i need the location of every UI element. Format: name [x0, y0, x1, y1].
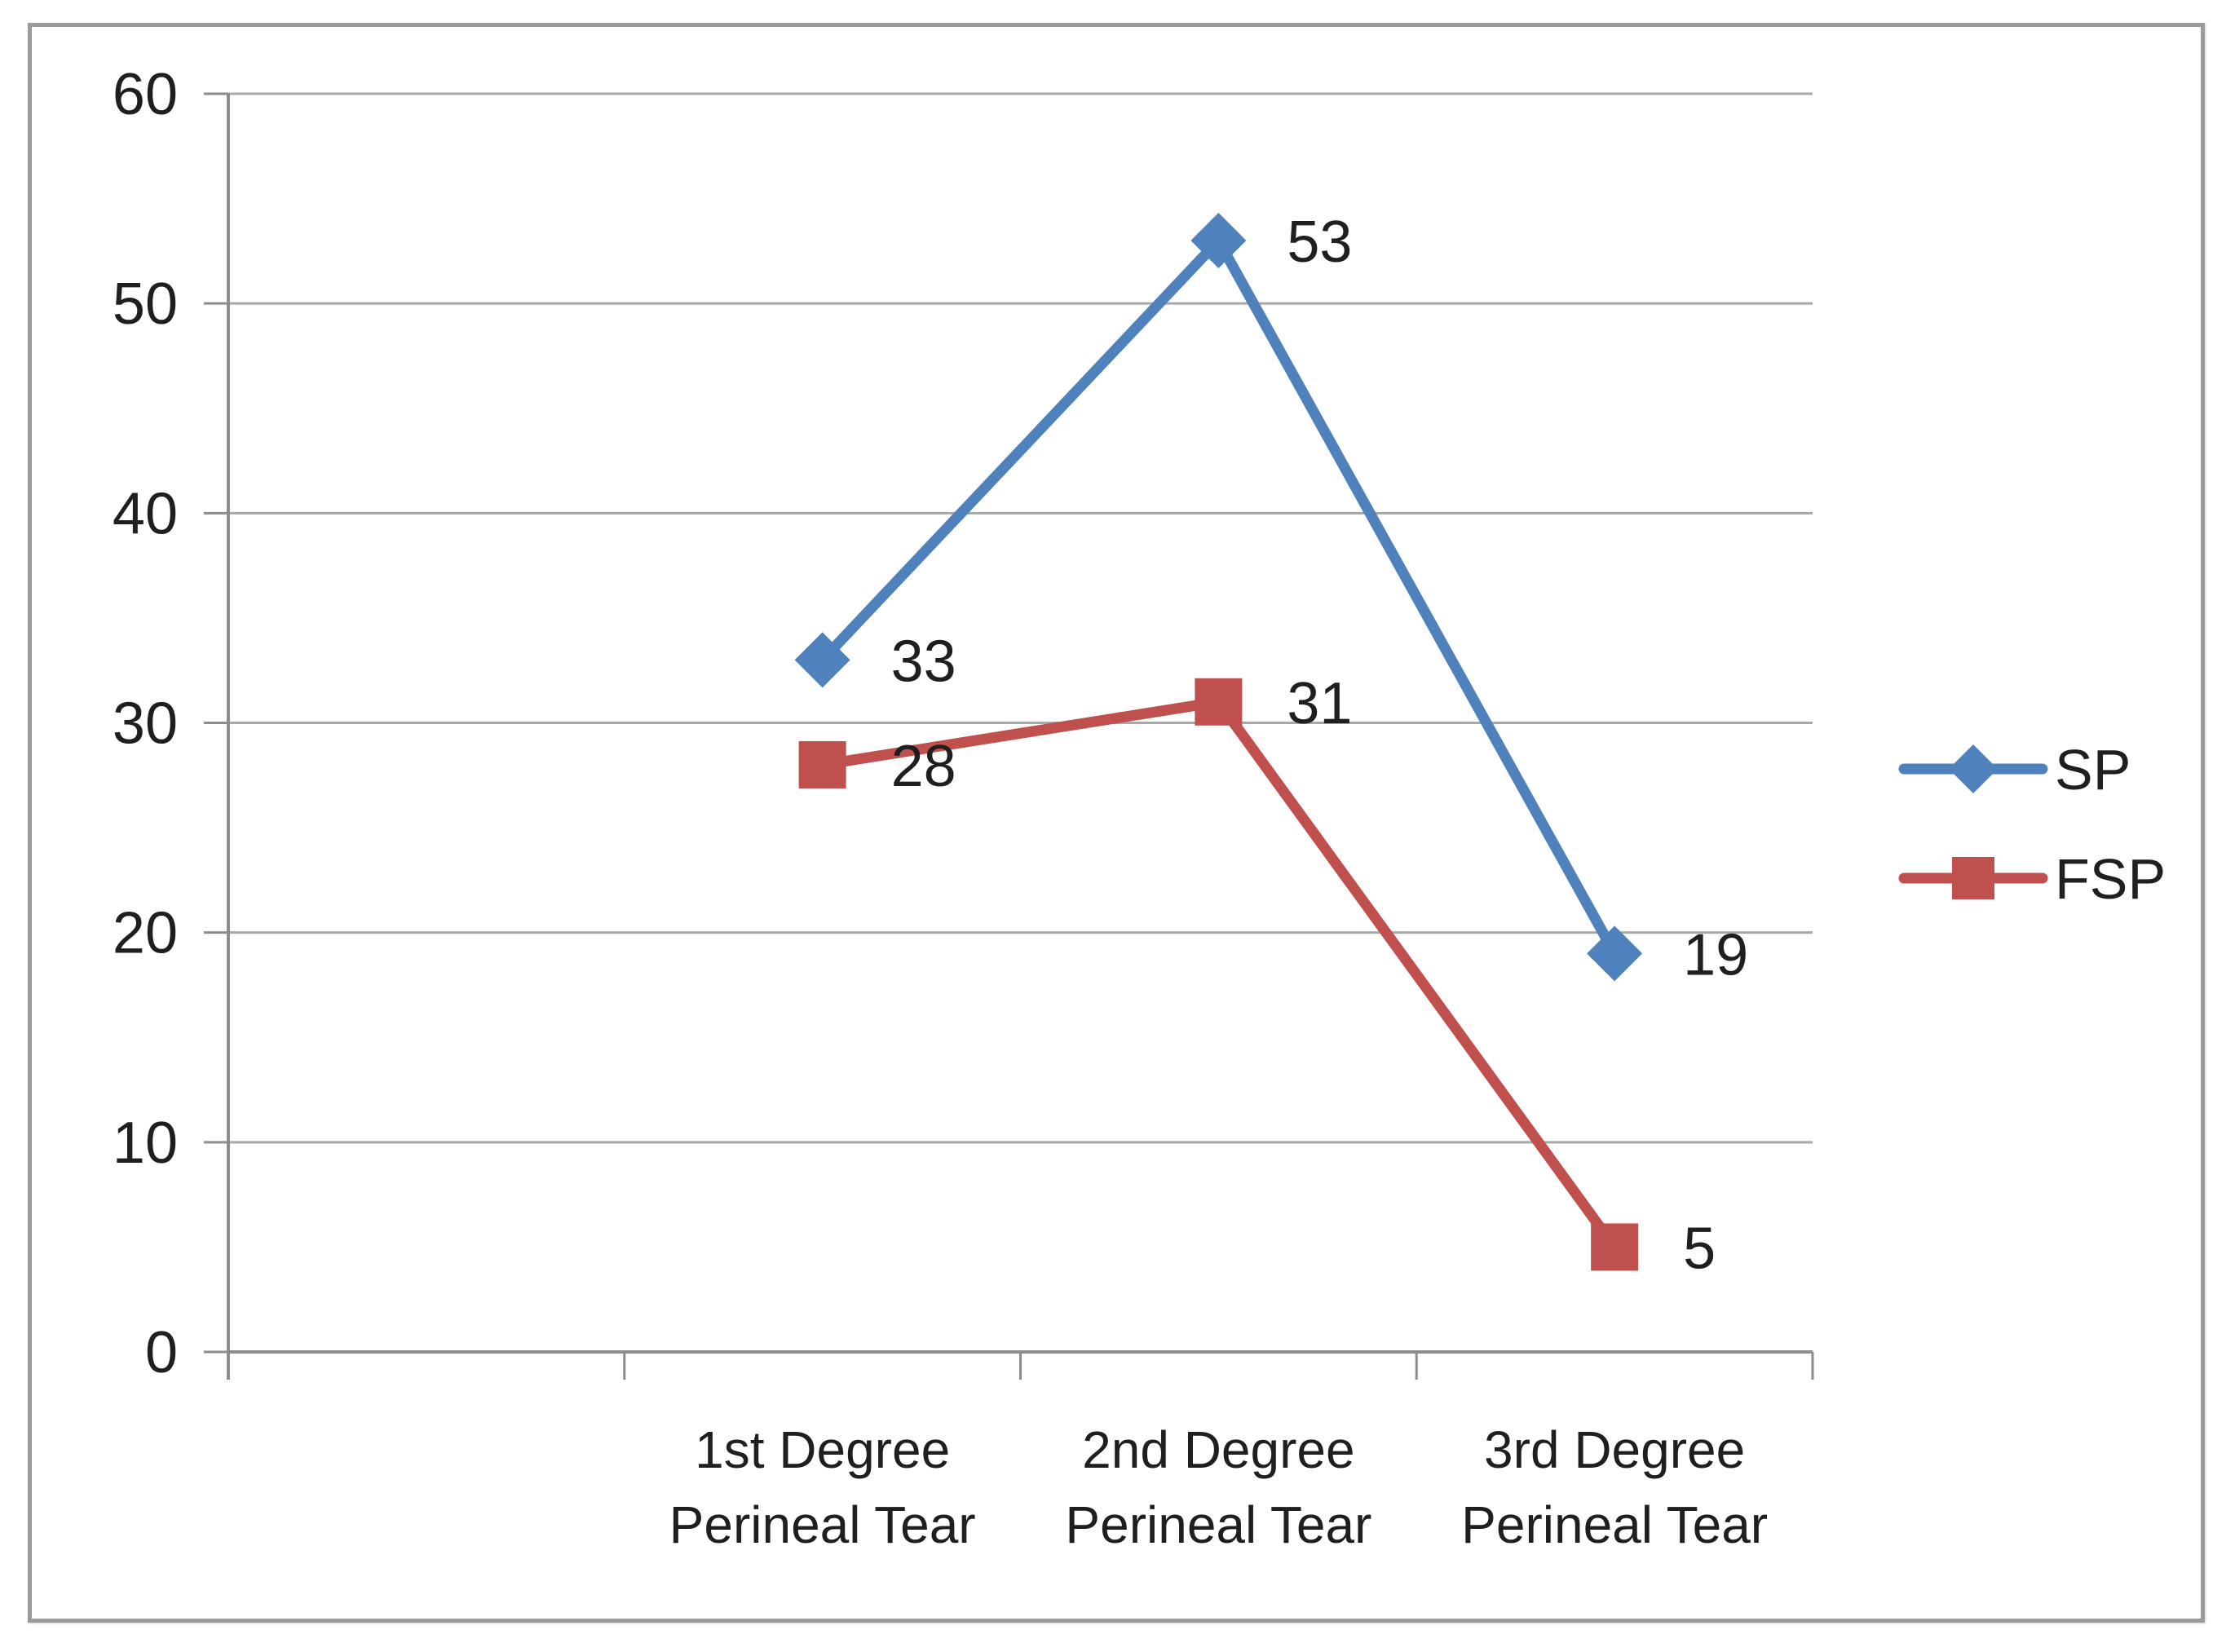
legend-marker-diamond-icon: [1949, 744, 1998, 793]
y-tick-label-40: 40: [113, 481, 178, 546]
category-label-3: 3rd Degree Perineal Tear: [1461, 1420, 1768, 1554]
legend-item-sp: SP: [1898, 738, 2131, 802]
legend-item-fsp: FSP: [1898, 847, 2166, 911]
legend-label-sp: SP: [2055, 738, 2131, 802]
data-label-fsp-3: 5: [1683, 1216, 1716, 1281]
data-label-sp-1: 33: [891, 629, 956, 694]
marker-diamond-sp-2: [1190, 213, 1247, 269]
series-line-sp: [817, 235, 1620, 959]
marker-diamond-sp-1: [794, 632, 850, 688]
y-tick-label-50: 50: [113, 272, 178, 337]
chart-frame: [28, 23, 2205, 1623]
legend-marker-square-icon: [1952, 857, 1994, 899]
y-tick-label-0: 0: [145, 1320, 178, 1385]
category-label-2: 2nd Degree Perineal Tear: [1065, 1420, 1371, 1554]
data-label-sp-3: 19: [1683, 922, 1748, 987]
marker-square-fsp-1: [798, 740, 846, 788]
data-label-fsp-2: 31: [1287, 671, 1352, 736]
marker-square-fsp-3: [1591, 1223, 1639, 1271]
y-tick-label-30: 30: [113, 691, 178, 757]
y-tick-label-10: 10: [113, 1111, 178, 1176]
marker-square-fsp-2: [1195, 678, 1243, 726]
legend: SP FSP: [1898, 738, 2166, 911]
y-tick-label-20: 20: [113, 901, 178, 966]
y-tick-label-60: 60: [113, 62, 178, 127]
marker-diamond-sp-3: [1587, 925, 1643, 982]
data-label-fsp-1: 28: [891, 734, 956, 799]
legend-label-fsp: FSP: [2055, 847, 2166, 911]
data-label-sp-2: 53: [1287, 210, 1352, 275]
category-label-1: 1st Degree Perineal Tear: [669, 1420, 976, 1554]
